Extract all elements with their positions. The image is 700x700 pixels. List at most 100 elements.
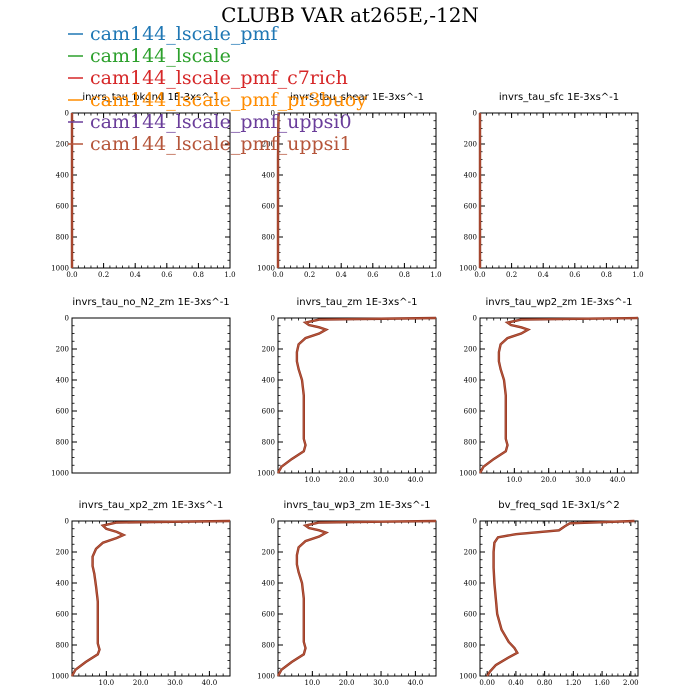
x-tick-label: 0.4 [130, 271, 142, 279]
y-tick-label: 200 [56, 141, 69, 149]
x-tick-label: 40.0 [408, 476, 424, 484]
x-tick-label: 0.6 [367, 271, 379, 279]
y-tick-label: 600 [262, 611, 275, 619]
x-tick-label: 20.0 [339, 476, 355, 484]
y-tick-label: 200 [262, 549, 275, 557]
y-tick-label: 400 [262, 377, 275, 385]
x-tick-label: 1.0 [224, 271, 235, 279]
y-tick-label: 400 [56, 580, 69, 588]
legend: cam144_lscale_pmfcam144_lscalecam144_lsc… [68, 23, 367, 155]
y-tick-label: 200 [262, 141, 275, 149]
y-tick-label: 1000 [51, 265, 69, 273]
y-tick-label: 600 [262, 203, 275, 211]
x-tick-label: 10.0 [507, 476, 523, 484]
y-tick-label: 0 [473, 110, 477, 118]
y-tick-label: 0 [65, 518, 69, 526]
y-tick-label: 800 [262, 234, 275, 242]
legend-item: cam144_lscale_pmf_uppsi0 [68, 111, 352, 133]
y-tick-label: 600 [56, 611, 69, 619]
x-tick-label: 30.0 [575, 476, 591, 484]
plot-frame [479, 112, 639, 269]
y-tick-label: 600 [262, 408, 275, 416]
y-tick-label: 600 [464, 408, 477, 416]
x-tick-label: 40.0 [202, 679, 218, 687]
y-tick-label: 600 [56, 203, 69, 211]
series-line [277, 317, 437, 474]
x-tick-label: 10.0 [305, 679, 321, 687]
y-tick-label: 400 [56, 172, 69, 180]
panel-title: invrs_tau_no_N2_zm 1E-3xs^-1 [72, 297, 229, 308]
y-tick-label: 800 [464, 642, 477, 650]
x-tick-label: 0.4 [336, 271, 348, 279]
figure-title: CLUBB VAR at265E,-12N [221, 3, 479, 27]
y-tick-label: 200 [56, 549, 69, 557]
x-tick-label: 0.8 [193, 271, 204, 279]
y-tick-label: 200 [464, 346, 477, 354]
panel-8: invrs_tau_wp3_zm 1E-3xs^-1 0 200 400 600 800 1… [257, 500, 437, 687]
panel-title: invrs_tau_bkgnd 1E-3xs^-1 [82, 92, 219, 103]
x-tick-label: 2.00 [623, 679, 639, 687]
series-line [277, 112, 280, 268]
y-tick-label: 800 [56, 439, 69, 447]
x-tick-label: 1.60 [594, 679, 610, 687]
x-tick-label: 20.0 [133, 679, 149, 687]
panel-5: invrs_tau_zm 1E-3xs^-1 0 200 400 600 800 1000 1… [257, 297, 437, 484]
series-line [277, 520, 437, 677]
x-tick-label: 20.0 [541, 476, 557, 484]
y-tick-label: 800 [56, 234, 69, 242]
x-tick-label: 0.6 [161, 271, 173, 279]
panel-3: invrs_tau_sfc 1E-3xs^-1 0 200 400 600 800 1000… [459, 92, 643, 279]
panel-9: bv_freq_sqd 1E-3x1/s^2020040060080010000… [459, 500, 638, 687]
y-tick-label: 1000 [257, 265, 275, 273]
panel-4: invrs_tau_no_N2_zm 1E-3xs^-10 200 400 600 80… [51, 297, 231, 478]
legend-label: cam144_lscale_pmf_uppsi1 [90, 133, 352, 155]
plot-frame [71, 317, 231, 474]
legend-label: cam144_lscale_pmf [90, 23, 280, 45]
y-tick-label: 1000 [51, 673, 69, 681]
x-tick-label: 0.4 [538, 271, 550, 279]
y-tick-label: 0 [473, 315, 477, 323]
y-tick-label: 0 [473, 518, 477, 526]
legend-label: cam144_lscale_pmf_uppsi0 [90, 111, 352, 133]
panel-6: invrs_tau_wp2_zm 1E-3xs^-1 0 200 400 600 800 1… [459, 297, 639, 484]
y-tick-label: 400 [464, 172, 477, 180]
y-tick-label: 0 [65, 110, 69, 118]
panel-7: invrs_tau_xp2_zm 1E-3xs^-1 0 200 400 600 800 1… [51, 500, 231, 687]
legend-item: cam144_lscale_pmf [68, 23, 280, 45]
y-tick-label: 1000 [459, 673, 477, 681]
legend-label: cam144_lscale_pmf_c7rich [90, 67, 348, 89]
y-tick-label: 400 [262, 172, 275, 180]
legend-item: cam144_lscale [68, 45, 231, 67]
panel-title: invrs_tau_wp2_zm 1E-3xs^-1 [486, 297, 633, 308]
x-tick-label: 0.0 [272, 271, 283, 279]
series-line [71, 520, 231, 677]
x-tick-label: 40.0 [610, 476, 626, 484]
x-tick-label: 10.0 [305, 476, 321, 484]
panel-title: bv_freq_sqd 1E-3x1/s^2 [498, 500, 620, 511]
y-tick-label: 1000 [51, 470, 69, 478]
y-tick-label: 1000 [459, 265, 477, 273]
y-tick-label: 200 [262, 346, 275, 354]
panel-title: invrs_tau_zm 1E-3xs^-1 [296, 297, 417, 308]
x-tick-label: 0.00 [479, 679, 495, 687]
panel-title: invrs_tau_xp2_zm 1E-3xs^-1 [79, 500, 224, 511]
x-tick-label: 30.0 [373, 679, 389, 687]
y-tick-label: 0 [271, 518, 275, 526]
x-tick-label: 10.0 [99, 679, 115, 687]
x-tick-label: 30.0 [167, 679, 183, 687]
y-tick-label: 800 [464, 234, 477, 242]
y-tick-label: 1000 [459, 470, 477, 478]
y-tick-label: 0 [271, 110, 275, 118]
panel-2: invrs_tau_shear 1E-3xs^-1 0 200 400 600 800 10… [257, 92, 441, 279]
x-tick-label: 20.0 [339, 679, 355, 687]
y-tick-label: 400 [464, 377, 477, 385]
x-tick-label: 0.0 [66, 271, 77, 279]
x-tick-label: 0.2 [506, 271, 517, 279]
legend-item: cam144_lscale_pmf_uppsi1 [68, 133, 352, 155]
legend-label: cam144_lscale [90, 45, 231, 67]
legend-item: cam144_lscale_pmf_pr3buoy [68, 89, 367, 111]
y-tick-label: 200 [464, 549, 477, 557]
y-tick-label: 1000 [257, 673, 275, 681]
x-tick-label: 0.8 [399, 271, 410, 279]
